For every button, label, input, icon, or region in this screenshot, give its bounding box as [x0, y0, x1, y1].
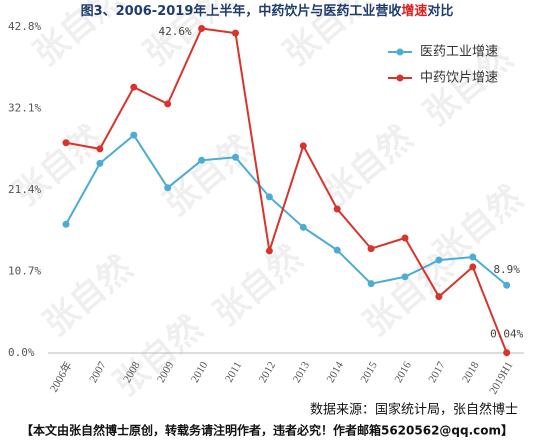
point [469, 253, 477, 261]
legend-marker [396, 48, 404, 56]
point [299, 223, 307, 231]
point [96, 145, 104, 153]
series-line [65, 133, 508, 286]
point [401, 234, 409, 242]
value-label: 0.04% [490, 328, 523, 341]
y-tick-label: 42.8% [8, 20, 41, 33]
point [265, 247, 273, 255]
point [435, 293, 443, 301]
legend-label: 中药饮片增速 [420, 71, 498, 86]
point [333, 205, 341, 213]
point [62, 139, 70, 147]
point [130, 83, 138, 91]
y-tick-label: 21.4% [8, 183, 41, 196]
point [503, 349, 511, 357]
point [96, 159, 104, 167]
value-label: 42.6% [158, 25, 191, 38]
title-part: 图3、2006-2019年上半年，中药饮片与医药工业营收 [81, 3, 403, 19]
point [503, 281, 511, 289]
point [333, 246, 341, 254]
title-part: 对比 [427, 3, 453, 19]
legend-marker [396, 74, 404, 82]
y-tick-label: 10.7% [8, 265, 41, 278]
point [62, 220, 70, 228]
point [164, 100, 172, 108]
chart-title: 图3、2006-2019年上半年，中药饮片与医药工业营收增速对比 [81, 3, 454, 19]
point [198, 25, 206, 33]
y-tick-label: 32.1% [8, 102, 41, 115]
point [367, 245, 375, 253]
point [435, 256, 443, 264]
point [469, 263, 477, 271]
value-label: 8.9% [493, 263, 520, 276]
point [164, 184, 172, 192]
point [367, 280, 375, 288]
point [299, 142, 307, 150]
point [265, 193, 273, 201]
point [130, 131, 138, 139]
footer: 【本文由张自然博士原创，转载务请注明作者，违者必究！作者邮箱5620562@qq… [21, 423, 513, 438]
point [198, 156, 206, 164]
point [232, 29, 239, 37]
source: 数据来源：国家统计局，张自然博士 [310, 402, 518, 418]
legend-label: 医药工业增速 [420, 45, 498, 60]
y-tick-label: 0.0% [8, 346, 35, 359]
point [232, 153, 239, 161]
title-highlight: 增速 [401, 3, 427, 19]
series-line [65, 27, 508, 354]
point [401, 273, 409, 281]
